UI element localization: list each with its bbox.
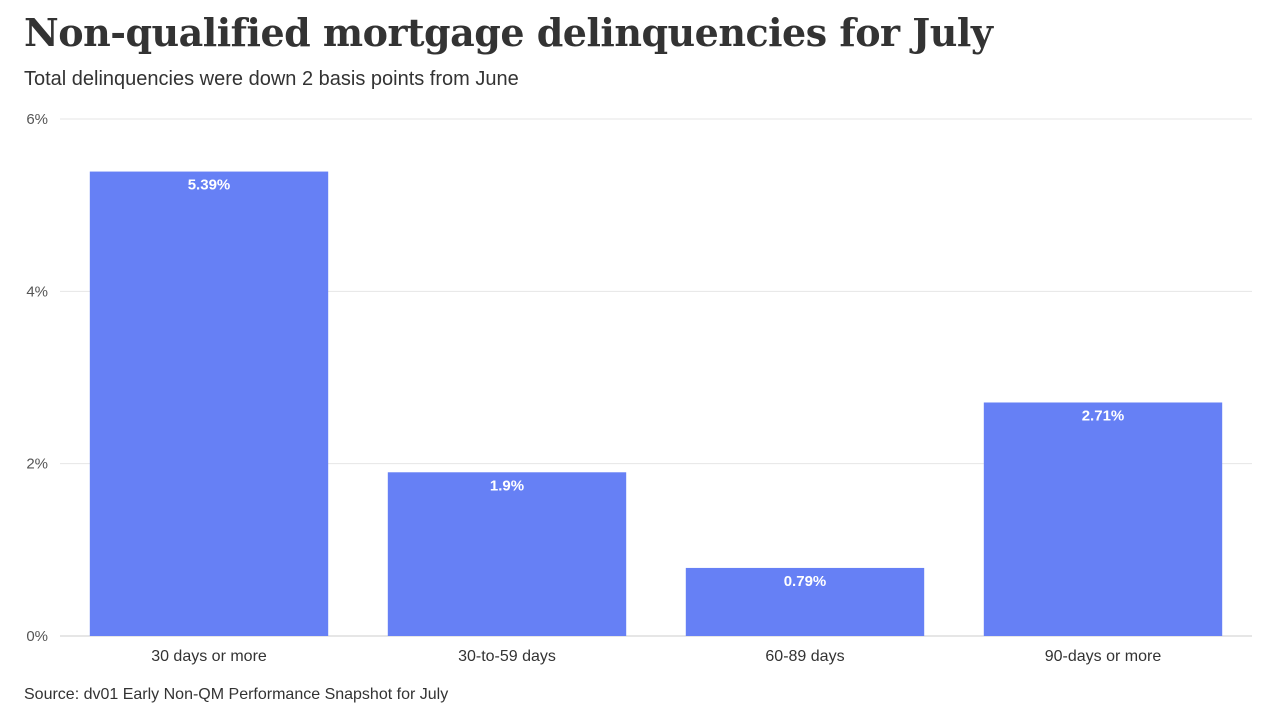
data-label: 0.79% <box>784 573 827 590</box>
bar <box>685 567 925 636</box>
y-tick-label: 0% <box>26 628 48 645</box>
x-tick-label: 60-89 days <box>765 648 844 665</box>
bars <box>89 171 1223 637</box>
x-axis-ticks: 30 days or more 30-to-59 days 60-89 days 90… <box>151 648 1161 665</box>
chart-subtitle: Total delinquencies were down 2 basis po… <box>24 68 519 90</box>
bar <box>89 171 329 637</box>
y-axis-ticks: 0% 2% 4% 6% <box>26 111 48 645</box>
x-tick-label: 30-to-59 days <box>458 648 556 665</box>
data-label: 2.71% <box>1082 407 1125 424</box>
bar <box>387 472 627 636</box>
source-note: Source: dv01 Early Non-QM Performance Sn… <box>24 686 449 703</box>
x-tick-label: 30 days or more <box>151 648 267 665</box>
y-tick-label: 4% <box>26 283 48 300</box>
y-tick-label: 6% <box>26 111 48 128</box>
chart-title: Non-qualified mortgage delinquencies for… <box>24 10 993 55</box>
x-tick-label: 90-days or more <box>1045 648 1162 665</box>
data-labels: 5.39% 1.9% 0.79% 2.71% <box>188 177 1125 590</box>
data-label: 5.39% <box>188 177 231 194</box>
data-label: 1.9% <box>490 477 524 494</box>
bar <box>983 402 1223 636</box>
y-tick-label: 2% <box>26 456 48 473</box>
